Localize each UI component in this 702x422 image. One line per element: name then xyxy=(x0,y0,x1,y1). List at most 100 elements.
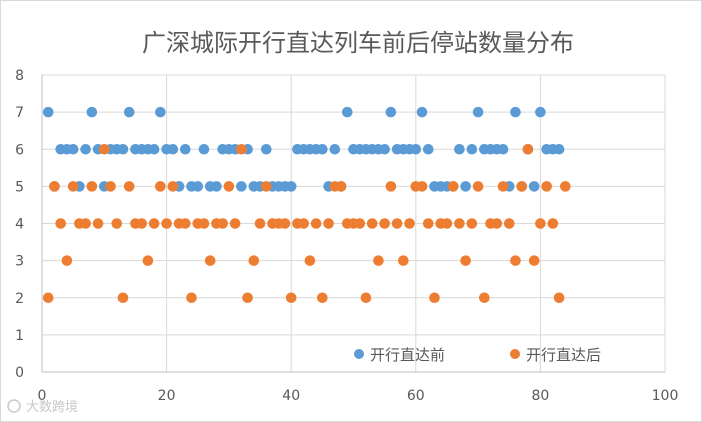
point-after xyxy=(223,181,235,192)
point-after xyxy=(142,255,154,266)
point-after xyxy=(472,181,484,192)
x-tick-label: 20 xyxy=(158,388,176,404)
point-before xyxy=(379,143,390,155)
y-tick-label: 6 xyxy=(15,142,24,158)
point-before xyxy=(416,106,428,118)
point-after xyxy=(167,181,179,192)
point-before xyxy=(155,106,166,118)
y-tick-label: 7 xyxy=(15,105,24,121)
data-points xyxy=(42,106,571,304)
y-tick-label: 8 xyxy=(15,68,24,84)
point-after xyxy=(503,218,515,229)
point-before xyxy=(211,181,222,192)
point-after xyxy=(229,218,241,229)
legend-label-before: 开行直达前 xyxy=(370,346,445,364)
point-after xyxy=(379,218,390,229)
point-after xyxy=(136,218,147,229)
x-tick-label: 0 xyxy=(38,388,47,404)
point-before xyxy=(528,181,540,192)
point-before xyxy=(285,181,297,192)
point-before xyxy=(167,143,179,155)
point-after xyxy=(547,218,559,229)
point-after xyxy=(416,181,428,192)
point-after xyxy=(516,181,528,192)
point-after xyxy=(422,218,434,229)
point-after xyxy=(55,218,66,229)
point-after xyxy=(528,255,540,266)
point-after xyxy=(510,255,521,266)
y-tick-label: 4 xyxy=(15,217,24,233)
point-before xyxy=(123,106,135,118)
point-after xyxy=(522,143,534,155)
point-after xyxy=(279,218,291,229)
point-before xyxy=(410,143,422,155)
point-before xyxy=(385,106,397,118)
point-after xyxy=(61,255,73,266)
point-after xyxy=(404,218,415,229)
point-after xyxy=(310,218,322,229)
point-after xyxy=(491,218,503,229)
series-before xyxy=(42,106,565,192)
x-tick-label: 40 xyxy=(282,388,300,404)
point-after xyxy=(123,181,135,192)
point-after xyxy=(105,181,116,192)
point-after xyxy=(217,218,228,229)
point-after xyxy=(553,292,565,304)
point-before xyxy=(117,143,129,155)
legend-label-after: 开行直达后 xyxy=(526,346,601,364)
point-before xyxy=(329,143,341,155)
point-before xyxy=(317,143,328,155)
point-after xyxy=(479,292,490,304)
point-after xyxy=(186,292,197,304)
point-after xyxy=(179,218,191,229)
point-after xyxy=(454,218,465,229)
point-after xyxy=(447,181,459,192)
series-after xyxy=(42,143,571,304)
point-after xyxy=(248,255,260,266)
x-tick-label: 100 xyxy=(652,388,679,404)
point-before xyxy=(192,181,204,192)
point-before xyxy=(466,143,478,155)
x-tick-label: 80 xyxy=(531,388,549,404)
point-after xyxy=(67,181,79,192)
point-before xyxy=(236,181,247,192)
x-tick-label: 60 xyxy=(407,388,425,404)
point-before xyxy=(454,143,465,155)
point-after xyxy=(117,292,129,304)
point-before xyxy=(535,106,546,118)
point-after xyxy=(354,218,366,229)
point-after xyxy=(80,218,91,229)
legend: 开行直达前 开行直达后 xyxy=(354,346,601,364)
point-after xyxy=(148,218,160,229)
point-after xyxy=(541,181,552,192)
point-after xyxy=(317,292,328,304)
point-before xyxy=(341,106,353,118)
point-after xyxy=(335,181,347,192)
point-after xyxy=(460,255,471,266)
point-before xyxy=(510,106,521,118)
point-before xyxy=(553,143,565,155)
point-after xyxy=(323,218,334,229)
point-after xyxy=(254,218,266,229)
point-after xyxy=(198,218,210,229)
point-after xyxy=(155,181,166,192)
point-before xyxy=(198,143,210,155)
point-after xyxy=(360,292,372,304)
point-after xyxy=(535,218,546,229)
y-tick-label: 0 xyxy=(15,365,24,381)
point-before xyxy=(86,106,98,118)
point-before xyxy=(472,106,484,118)
y-tick-label: 1 xyxy=(15,328,24,344)
point-after xyxy=(236,143,247,155)
point-after xyxy=(42,292,54,304)
point-after xyxy=(391,218,403,229)
point-before xyxy=(422,143,434,155)
point-after xyxy=(560,181,571,192)
axes xyxy=(41,75,665,373)
point-before xyxy=(148,143,160,155)
point-after xyxy=(373,255,384,266)
point-before xyxy=(80,143,91,155)
y-tick-label: 3 xyxy=(15,254,24,270)
